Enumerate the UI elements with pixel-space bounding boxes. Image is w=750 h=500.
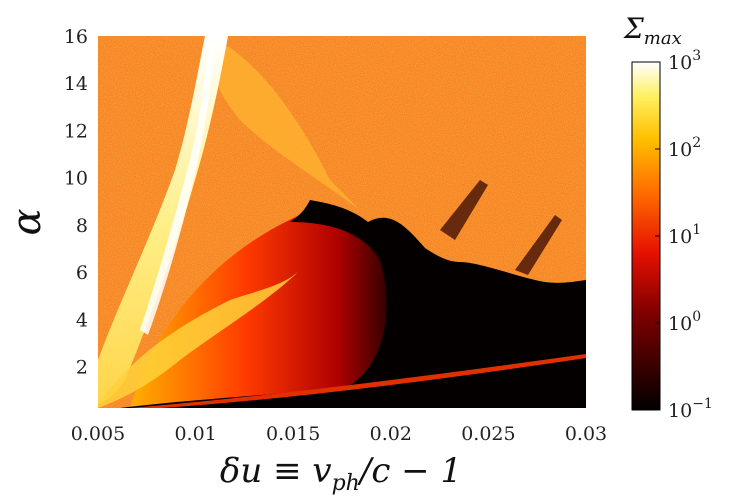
x-tick-label: 0.015 [266,423,320,445]
y-axis-ticks: 2 4 6 8 10 12 14 16 [64,26,88,379]
x-axis-title: δu ≡ vph/c − 1 [220,451,462,496]
yellow-fan [98,270,300,408]
dark-streak-2 [515,215,562,275]
y-tick-label: 14 [64,73,88,95]
x-tick-label: 0.02 [370,423,412,445]
x-tick-label: 0.03 [565,423,607,445]
x-tick-label: 0.025 [461,423,515,445]
y-axis-title: α [4,208,50,235]
dark-streak-1 [440,180,488,240]
colorbar-tick-label: 100 [668,309,701,335]
y-tick-label: 12 [64,120,88,142]
colorbar: Σmax 10−1 100 101 102 103 [623,12,713,422]
x-axis-title-tail: /c − 1 [357,451,462,491]
colorbar-tick-label: 102 [668,135,701,161]
x-tick-label: 0.01 [174,423,216,445]
dark-stable-region [120,200,586,408]
y-tick-label: 8 [76,215,88,237]
yellow-plume [208,36,360,210]
colorbar-tick-label: 103 [668,48,701,74]
y-tick-label: 4 [76,309,88,331]
y-tick-label: 16 [64,26,88,48]
bright-ridge-core [140,36,216,335]
colorbar-tick-label: 101 [668,222,701,248]
x-tick-label: 0.005 [71,423,125,445]
colorbar-tick-label: 10−1 [668,396,713,422]
colorbar-title-sub: max [644,28,682,49]
x-axis-ticks: 0.005 0.01 0.015 0.02 0.025 0.03 [71,423,607,445]
y-tick-label: 10 [64,168,88,190]
x-axis-title-sub: ph [332,471,360,496]
bright-ridge [98,36,228,404]
colorbar-title: Σmax [623,12,682,49]
heatmap-area [98,36,586,408]
y-tick-label: 6 [76,262,88,284]
warm-tongue [130,212,389,408]
colorbar-ticks: 10−1 100 101 102 103 [655,48,713,422]
x-axis-title-main: δu ≡ v [220,451,332,491]
colorbar-title-main: Σ [623,12,644,45]
y-tick-label: 2 [76,357,88,379]
